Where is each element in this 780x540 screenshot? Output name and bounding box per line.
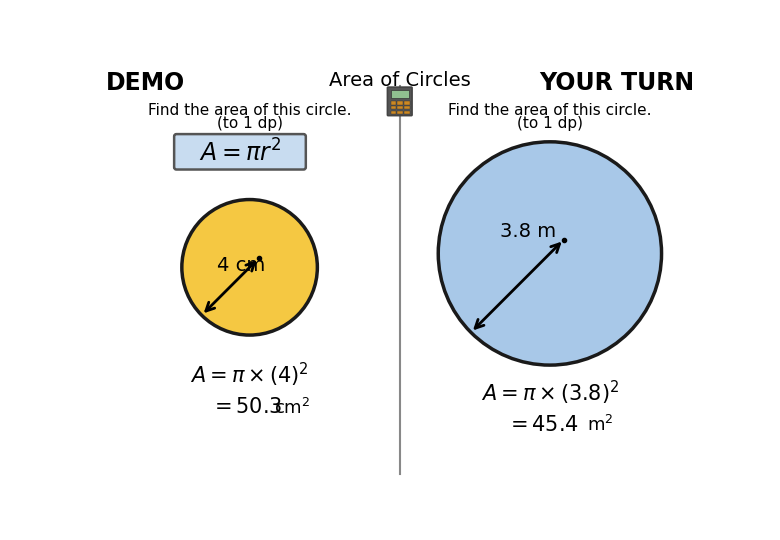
FancyBboxPatch shape xyxy=(398,111,402,114)
Text: YOUR TURN: YOUR TURN xyxy=(539,71,694,95)
FancyBboxPatch shape xyxy=(391,106,396,110)
Text: Find the area of this circle.: Find the area of this circle. xyxy=(148,103,351,118)
Text: $A = \pi \times (4)^2$: $A = \pi \times (4)^2$ xyxy=(190,361,309,389)
Text: $= 50.3$: $= 50.3$ xyxy=(210,397,282,417)
FancyBboxPatch shape xyxy=(391,101,396,105)
Text: DEMO: DEMO xyxy=(105,71,185,95)
FancyBboxPatch shape xyxy=(398,101,402,105)
Text: Area of Circles: Area of Circles xyxy=(329,71,470,90)
FancyBboxPatch shape xyxy=(404,106,410,110)
FancyBboxPatch shape xyxy=(391,111,396,114)
FancyBboxPatch shape xyxy=(388,87,412,116)
Circle shape xyxy=(182,200,317,335)
Text: 4 cm: 4 cm xyxy=(218,256,265,275)
FancyBboxPatch shape xyxy=(404,111,410,114)
Text: (to 1 dp): (to 1 dp) xyxy=(217,117,282,131)
Text: $A = \pi r^2$: $A = \pi r^2$ xyxy=(199,139,281,166)
Circle shape xyxy=(438,142,661,365)
FancyBboxPatch shape xyxy=(391,90,409,98)
FancyBboxPatch shape xyxy=(174,134,306,170)
Text: 3.8 m: 3.8 m xyxy=(500,222,556,241)
Text: Find the area of this circle.: Find the area of this circle. xyxy=(448,103,651,118)
FancyBboxPatch shape xyxy=(404,101,410,105)
FancyBboxPatch shape xyxy=(398,106,402,110)
Text: $\mathrm{m}^2$: $\mathrm{m}^2$ xyxy=(587,415,613,435)
Text: $= 45.4$: $= 45.4$ xyxy=(505,415,579,435)
Text: (to 1 dp): (to 1 dp) xyxy=(517,117,583,131)
Text: $\mathrm{cm}^2$: $\mathrm{cm}^2$ xyxy=(274,397,310,417)
Text: $A = \pi \times (3.8)^2$: $A = \pi \times (3.8)^2$ xyxy=(480,379,619,407)
